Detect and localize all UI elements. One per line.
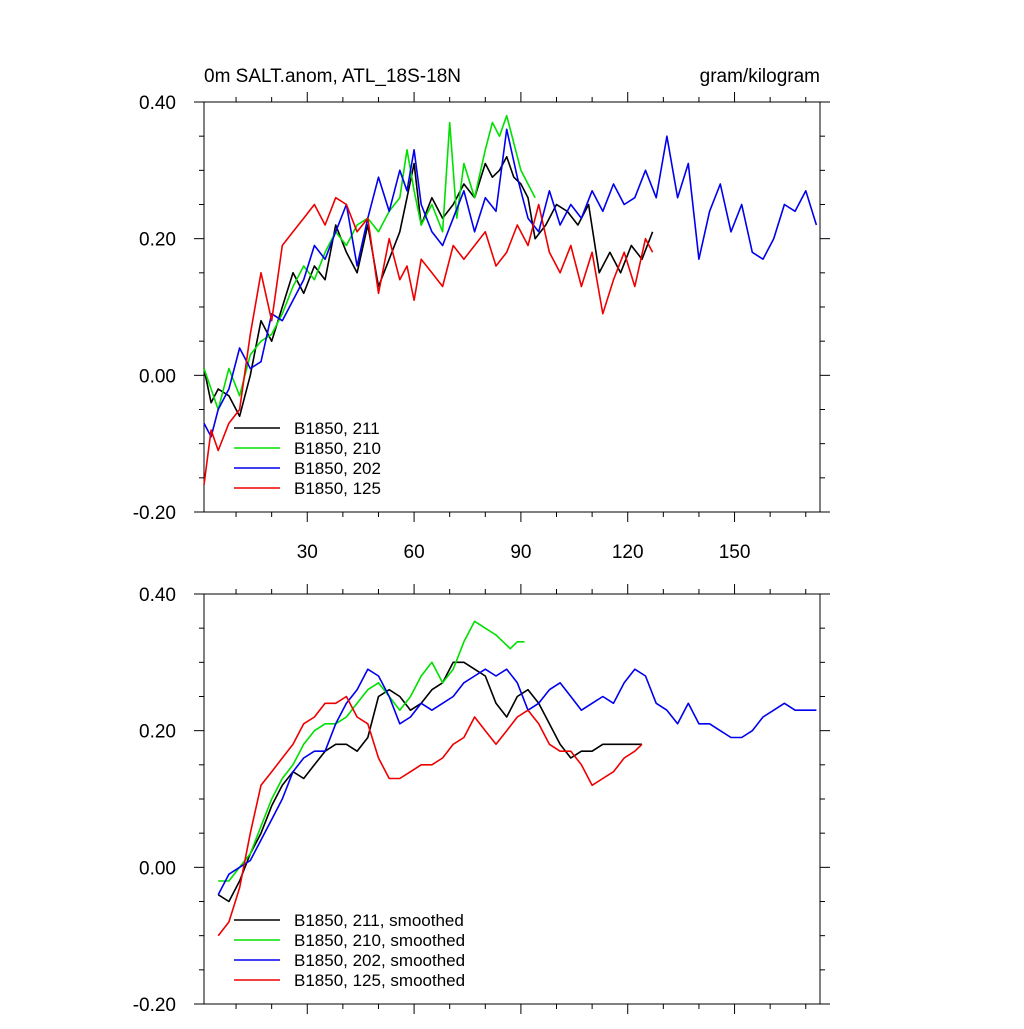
y-tick-label: 0.40 — [139, 93, 176, 114]
legend-label: B1850, 210, smoothed — [294, 931, 465, 950]
legend-label: B1850, 210 — [294, 439, 381, 458]
legend-label: B1850, 202 — [294, 459, 381, 478]
y-tick-label: 0.00 — [139, 858, 176, 879]
chart-units: gram/kilogram — [700, 66, 820, 87]
x-tick-label: 90 — [510, 542, 531, 563]
series-line-4 — [217, 695, 643, 937]
y-tick-label: 0.40 — [139, 585, 176, 606]
axis-ticks-bottom: -0.20 0.00 0.20 0.40 — [133, 584, 830, 1016]
series-lines-bottom — [217, 620, 817, 937]
series-lines-top — [203, 114, 818, 485]
x-tick-label: 30 — [297, 542, 318, 563]
x-tick-label: 120 — [612, 542, 644, 563]
legend-label: B1850, 211, smoothed — [294, 911, 464, 930]
y-tick-label: 0.20 — [139, 230, 176, 251]
chart-title: 0m SALT.anom, ATL_18S-18N — [204, 66, 461, 87]
series-line-1 — [203, 155, 654, 418]
y-tick-label: -0.20 — [133, 995, 176, 1016]
series-line-2 — [218, 620, 525, 882]
x-tick-label: 150 — [719, 542, 751, 563]
y-tick-label: 0.20 — [139, 722, 176, 743]
axis-ticks-top: 30 60 90 120 150 -0.20 0.00 0.20 0.40 — [133, 92, 830, 563]
series-line-3 — [217, 668, 817, 896]
x-tick-label: 60 — [404, 542, 425, 563]
legend-label: B1850, 125 — [294, 479, 381, 498]
y-tick-label: 0.00 — [139, 366, 176, 387]
legend-label: B1850, 211 — [294, 419, 380, 438]
legend-label: B1850, 202, smoothed — [294, 951, 465, 970]
bottom-panel: -0.200.000.200.40 B1850, 211, smoothedB1… — [133, 584, 830, 1016]
series-line-4 — [203, 196, 654, 485]
top-panel: 0m SALT.anom, ATL_18S-18N gram/kilogram … — [133, 66, 830, 563]
legend-label: B1850, 125, smoothed — [294, 971, 465, 990]
series-line-3 — [203, 128, 818, 438]
y-tick-label: -0.20 — [133, 503, 176, 524]
series-line-1 — [217, 661, 642, 903]
